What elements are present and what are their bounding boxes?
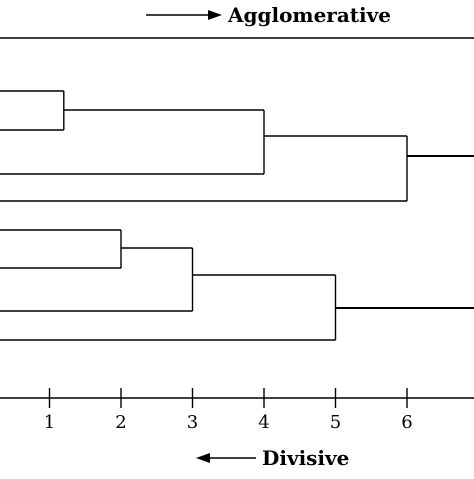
axis-tick-label-2: 2 <box>115 412 126 433</box>
height-axis: 1 2 3 4 5 6 <box>0 388 474 433</box>
agglomerative-label: Agglomerative <box>227 3 391 27</box>
agglomerative-direction: Agglomerative <box>146 3 391 27</box>
axis-tick-label-3: 3 <box>187 412 198 433</box>
divisive-label: Divisive <box>262 446 349 470</box>
axis-tick-label-6: 6 <box>401 412 412 433</box>
agglomerative-arrow-head <box>208 10 222 20</box>
axis-tick-label-1: 1 <box>44 412 55 433</box>
divisive-direction: Divisive <box>196 446 349 470</box>
dendrogram-links <box>0 90 474 341</box>
axis-tick-label-5: 5 <box>330 412 341 433</box>
axis-tick-label-4: 4 <box>258 412 269 433</box>
divisive-arrow-head <box>196 453 210 463</box>
